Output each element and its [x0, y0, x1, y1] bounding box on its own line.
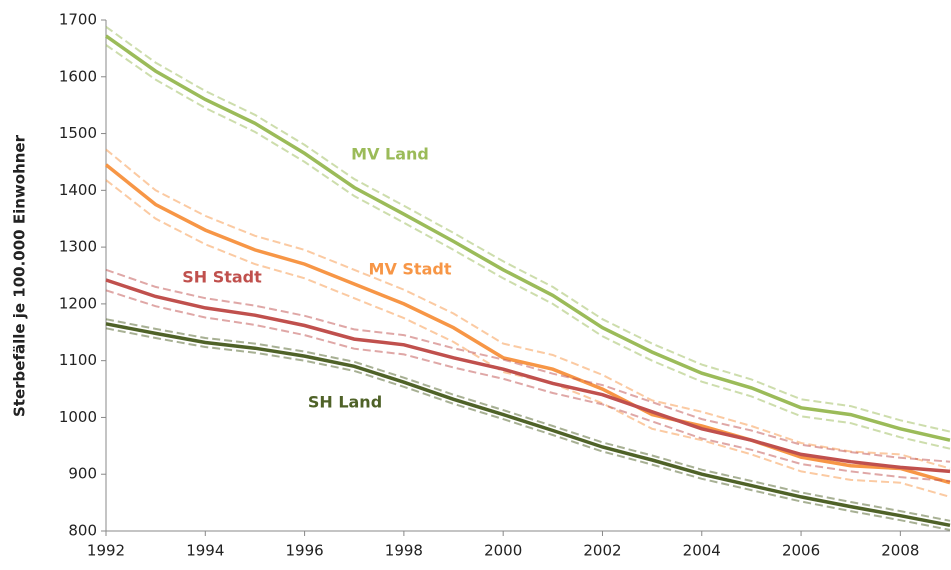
x-tick-label: 1998	[385, 542, 423, 560]
series-label: MV Land	[351, 145, 429, 164]
band-upper	[105, 318, 951, 522]
x-tick-label: 2002	[583, 542, 621, 560]
x-tick-label: 1992	[87, 542, 125, 560]
y-tick-label: 1300	[59, 238, 97, 256]
y-tick-label: 1100	[59, 351, 97, 369]
y-tick-label: 1500	[59, 124, 97, 142]
x-tick-label: 2006	[782, 542, 820, 560]
band-lower	[105, 44, 951, 450]
band-upper	[105, 268, 951, 463]
series-label: SH Stadt	[182, 268, 262, 287]
band-upper	[105, 25, 951, 433]
series-label: SH Land	[308, 393, 382, 412]
band-lower	[105, 289, 951, 482]
x-tick-label: 1994	[186, 542, 224, 560]
x-tick-label: 1996	[285, 542, 323, 560]
y-axis-label: Sterbefälle je 100.000 Einwohner	[11, 134, 29, 417]
band-upper	[105, 148, 951, 470]
y-tick-label: 1400	[59, 181, 97, 199]
x-tick-label: 2000	[484, 542, 522, 560]
series-label: MV Stadt	[369, 260, 452, 279]
series-line	[104, 34, 951, 442]
y-tick-label: 1000	[59, 408, 97, 426]
y-tick-label: 1600	[59, 67, 97, 85]
y-tick-label: 1700	[59, 11, 97, 29]
y-tick-label: 800	[68, 522, 97, 540]
series-line	[104, 163, 951, 485]
x-tick-label: 2004	[683, 542, 721, 560]
series-line	[105, 322, 951, 528]
x-tick-label: 2008	[881, 542, 919, 560]
y-tick-label: 1200	[59, 294, 97, 312]
y-tick-label: 900	[68, 465, 97, 483]
band-lower	[105, 327, 951, 531]
series-line	[105, 278, 951, 474]
